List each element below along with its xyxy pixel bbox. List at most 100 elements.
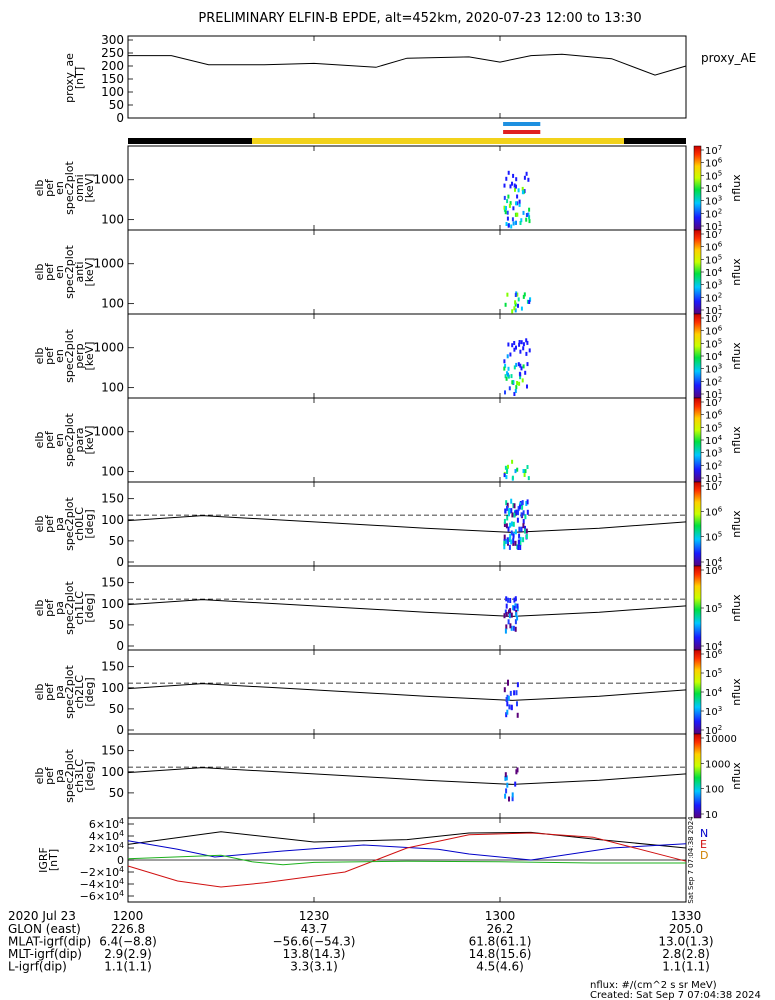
energy-pixel-3-9: [511, 475, 514, 480]
energy-pixel-0-38: [521, 186, 524, 191]
igrf-ytick-label-5: −4×104: [80, 877, 124, 891]
pa-pixel-1-22: [508, 613, 511, 619]
pa-pixel-0-32: [521, 500, 524, 506]
pa-ytick-label-3-0: 50: [109, 786, 124, 800]
pa-axis-label-3: elb: [33, 768, 46, 785]
energy-pixel-0-50: [515, 184, 517, 189]
energy-pixel-1-9: [514, 308, 517, 313]
energy-ytick-label-2-0: 100: [101, 381, 124, 395]
pa-pixel-2-4: [505, 712, 508, 718]
x-row-value-0-0: 226.8: [111, 922, 145, 936]
pa-pixel-0-29: [524, 514, 527, 520]
energy-colorbar-label-0-3: 104: [705, 182, 723, 195]
igrf-line-E-1: [127, 840, 687, 861]
energy-pixel-2-40: [518, 381, 521, 386]
pa-colorbar-title-3: nflux: [730, 762, 743, 790]
energy-pixel-2-44: [505, 376, 508, 381]
pa-pixel-0-19: [518, 526, 521, 532]
energy-colorbar-title-3: nflux: [730, 426, 743, 454]
energy-colorbar-label-1-4: 105: [705, 253, 722, 266]
pa-pixel-0-23: [510, 498, 513, 504]
pa-axis-label-0: [deg]: [83, 509, 96, 538]
ae-ytick-label-5: 250: [101, 46, 124, 60]
pa-pixel-1-17: [514, 619, 517, 625]
igrf-axis-label: IGRF: [37, 847, 50, 873]
energy-pixel-2-29: [519, 372, 522, 377]
pa-colorbar-3: [693, 733, 702, 819]
pa-pixel-0-12: [522, 537, 525, 543]
pa-pixel-0-70: [507, 538, 509, 544]
pa-colorbar-title-1: nflux: [730, 594, 743, 622]
energy-pixel-0-0: [516, 194, 519, 199]
energy-pixel-2-28: [522, 364, 525, 369]
energy-pixel-1-17: [528, 300, 531, 304]
pa-pixel-0-5: [503, 522, 506, 527]
energy-pixel-2-49: [518, 342, 521, 347]
energy-pixel-2-30: [507, 372, 509, 377]
pa-pixel-0-21: [521, 504, 524, 510]
pa-pixel-0-46: [509, 533, 512, 539]
energy-colorbar-label-2-5: 106: [705, 325, 723, 338]
energy-pixel-0-33: [514, 220, 517, 225]
energy-pixel-0-21: [528, 207, 531, 212]
x-row-value-3-2: 4.5(4.6): [476, 960, 524, 974]
pa-axis-label-0: ch0LC: [73, 507, 86, 541]
x-tick-label-3: 1330: [671, 909, 702, 923]
pa-axis-label-3: ch3LC: [73, 759, 86, 793]
loss-cone-line-3: [127, 767, 687, 785]
energy-pixel-1-11: [522, 294, 525, 299]
energy-pixel-2-15: [526, 340, 529, 345]
pa-pixel-3-8: [514, 781, 517, 787]
igrf-line-component-3: [127, 854, 686, 866]
energy-axis-label-0: spec2plot: [63, 161, 76, 215]
energy-pixel-0-37: [510, 224, 513, 229]
energy-pixel-2-5: [507, 366, 510, 371]
energy-pixel-2-6: [513, 365, 516, 370]
energy-colorbar-label-1-0: 101: [705, 304, 722, 317]
x-tick-label-1: 1230: [299, 909, 330, 923]
pa-pixel-1-6: [512, 625, 515, 631]
pa-colorbar-label-2-4: 106: [705, 648, 723, 661]
energy-pixel-2-41: [520, 366, 523, 371]
energy-pixel-3-8: [505, 475, 508, 480]
pa-colorbar-label-2-2: 104: [705, 686, 723, 699]
energy-pixel-0-36: [523, 175, 526, 180]
pa-pixel-1-29: [510, 612, 513, 618]
energy-pixel-0-47: [519, 221, 522, 225]
energy-axis-label-2: pef: [43, 346, 56, 365]
energy-pixel-0-23: [515, 201, 517, 206]
energy-colorbar-3: [693, 397, 702, 483]
pa-ytick-label-2-0: 0: [116, 723, 124, 737]
pa-pixel-0-68: [522, 523, 525, 529]
energy-colorbar-label-2-3: 104: [705, 350, 723, 363]
pa-colorbar-title-2: nflux: [730, 678, 743, 706]
energy-colorbar-1: [693, 229, 702, 315]
pa-pixel-0-75: [510, 539, 513, 545]
energy-axis-label-0: pef: [43, 178, 56, 197]
energy-pixel-0-41: [503, 195, 506, 200]
energy-pixel-0-10: [517, 188, 520, 193]
energy-pixel-0-32: [503, 205, 506, 210]
energy-pixel-0-34: [515, 177, 518, 182]
energy-colorbar-label-3-3: 104: [705, 434, 723, 447]
energy-colorbar-label-3-5: 106: [705, 409, 723, 422]
pa-colorbar-label-1-2: 106: [705, 564, 723, 577]
energy-colorbar-label-2-6: 107: [705, 312, 722, 325]
x-row-value-1-3: 13.0(1.3): [658, 935, 713, 949]
energy-axis-label-1: anti: [73, 261, 86, 282]
pa-ytick-label-2-2: 100: [101, 681, 124, 695]
energy-pixel-1-1: [514, 302, 517, 307]
pa-colorbar-2: [693, 649, 702, 735]
energy-pixel-2-11: [522, 346, 525, 351]
energy-colorbar-label-0-5: 106: [705, 157, 723, 170]
x-tick-label-2: 1300: [485, 909, 516, 923]
x-row-value-1-1: −56.6(−54.3): [273, 935, 356, 949]
energy-axis-label-0: omni: [73, 174, 86, 201]
energy-axis-label-3: en: [53, 433, 66, 447]
pa-ytick-label-0-1: 50: [109, 534, 124, 548]
energy-colorbar-label-0-0: 101: [705, 220, 722, 233]
pa-axis-label-3: spec2plot: [63, 749, 76, 803]
pa-pixel-1-18: [510, 625, 513, 631]
energy-axis-label-3: spec2plot: [63, 413, 76, 467]
pa-pixel-0-73: [513, 503, 516, 509]
